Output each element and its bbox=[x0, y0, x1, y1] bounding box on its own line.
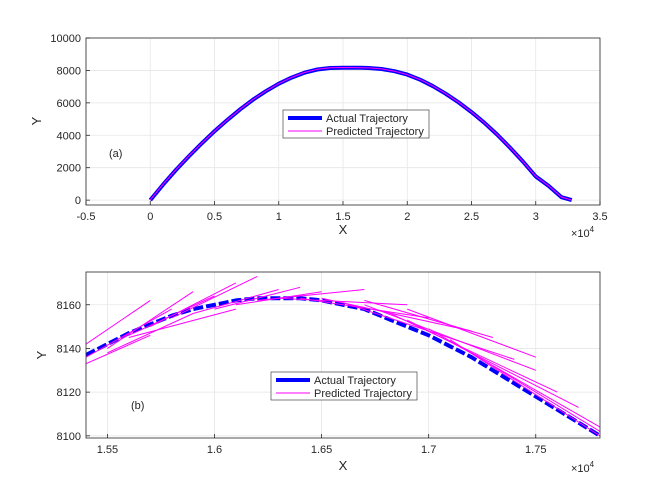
ticks-b: 1.55 1.6 1.65 1.7 1.75 8100 8120 8140 8160 bbox=[57, 300, 547, 456]
y-tick-label-b: 8100 bbox=[57, 431, 81, 443]
y-tick-label-a: 4000 bbox=[57, 130, 81, 142]
legend-box-b bbox=[270, 371, 418, 401]
x-tick-label-a: -0.5 bbox=[77, 211, 96, 223]
legend-label-predicted-b: Predicted Trajectory bbox=[314, 388, 412, 400]
axes-box-b bbox=[85, 271, 601, 439]
legend-a: Actual Trajectory Predicted Trajectory bbox=[282, 109, 430, 139]
predicted-segment-b bbox=[428, 328, 600, 428]
x-tick-label-a: 2.5 bbox=[464, 211, 479, 223]
predicted-segment-b bbox=[278, 297, 408, 306]
y-tick-label-a: 0 bbox=[75, 195, 81, 207]
predicted-segment-b bbox=[407, 308, 536, 358]
lines-a bbox=[148, 65, 573, 203]
x-exponent-power-b: 4 bbox=[590, 460, 595, 469]
x-tick-label-a: 1 bbox=[276, 211, 282, 223]
y-tick-label-b: 8160 bbox=[57, 300, 81, 312]
predicted-segment-b bbox=[192, 289, 279, 314]
predicted-segment-b bbox=[107, 291, 194, 349]
y-tick-label-a: 8000 bbox=[57, 65, 81, 77]
y-tick-label-a: 10000 bbox=[50, 33, 81, 45]
x-exponent-a: ×104 bbox=[571, 225, 595, 240]
panel-a: -0.5 0 0.5 1 1.5 2 2.5 3 3.5 0 2000 4000 6000 8000 100… bbox=[29, 33, 608, 240]
predicted-segment-b bbox=[364, 304, 536, 371]
predicted-segment-b bbox=[449, 339, 600, 437]
predicted-segment-b bbox=[128, 308, 237, 338]
legend-box-a bbox=[282, 109, 430, 139]
y-axis-label-a: Y bbox=[29, 116, 44, 125]
axes-box-a bbox=[85, 37, 601, 206]
x-exponent-b: ×104 bbox=[571, 460, 595, 475]
predicted-segment-b bbox=[214, 286, 301, 310]
x-tick-label-b: 1.65 bbox=[311, 444, 332, 456]
predicted-segment-b bbox=[171, 275, 258, 319]
x-exponent-power-a: 4 bbox=[590, 225, 595, 234]
x-axis-label-b: X bbox=[339, 458, 348, 473]
panel-label-b: (b) bbox=[131, 400, 144, 412]
predicted-segment-b bbox=[86, 299, 151, 345]
predicted-segment-b bbox=[385, 310, 558, 393]
x-exponent-base-b: ×10 bbox=[571, 463, 590, 475]
clipped-series-b bbox=[86, 275, 600, 438]
predicted-segment-b bbox=[86, 334, 151, 365]
grid-b bbox=[86, 272, 600, 438]
x-tick-label-a: 2 bbox=[404, 211, 410, 223]
x-exponent-base-a: ×10 bbox=[571, 228, 590, 240]
x-tick-label-b: 1.55 bbox=[97, 444, 118, 456]
predicted-segment-b bbox=[364, 299, 494, 338]
predicted-segment-b bbox=[86, 308, 172, 358]
panel-b: 1.55 1.6 1.65 1.7 1.75 8100 8120 8140 8160 X Y ×… bbox=[34, 271, 601, 475]
ticks-a: -0.5 0 0.5 1 1.5 2 2.5 3 3.5 0 2000 4000 6000 8000 100… bbox=[50, 33, 607, 223]
y-tick-label-b: 8140 bbox=[57, 343, 81, 355]
x-tick-label-b: 1.6 bbox=[207, 444, 222, 456]
x-axis-label-a: X bbox=[339, 222, 348, 237]
predicted-segment-b bbox=[492, 365, 600, 432]
x-tick-label-a: 3.5 bbox=[592, 211, 607, 223]
panel-label-a: (a) bbox=[109, 148, 122, 160]
predicted-segment-b bbox=[150, 282, 237, 328]
legend-b: Actual Trajectory Predicted Trajectory bbox=[270, 371, 418, 401]
x-tick-label-b: 1.75 bbox=[525, 444, 546, 456]
x-tick-label-a: 0 bbox=[147, 211, 153, 223]
x-tick-label-b: 1.7 bbox=[421, 444, 436, 456]
legend-label-actual-a: Actual Trajectory bbox=[326, 113, 408, 125]
predicted-segment-b bbox=[257, 289, 365, 301]
series-predicted-trajectory-a bbox=[149, 67, 572, 201]
legend-label-actual-b: Actual Trajectory bbox=[314, 375, 396, 387]
x-tick-label-a: 3 bbox=[533, 211, 539, 223]
predicted-segment-b bbox=[406, 319, 579, 408]
plot-area-b bbox=[86, 272, 600, 438]
x-tick-label-a: 1.5 bbox=[335, 211, 350, 223]
x-tick-label-a: 0.5 bbox=[207, 211, 222, 223]
y-axis-label-b: Y bbox=[34, 350, 49, 359]
y-tick-label-b: 8120 bbox=[57, 387, 81, 399]
y-tick-label-a: 2000 bbox=[57, 163, 81, 175]
predicted-segment-b bbox=[107, 313, 194, 354]
legend-label-predicted-a: Predicted Trajectory bbox=[326, 126, 424, 138]
y-tick-label-a: 6000 bbox=[57, 98, 81, 110]
lines-b bbox=[86, 275, 600, 438]
